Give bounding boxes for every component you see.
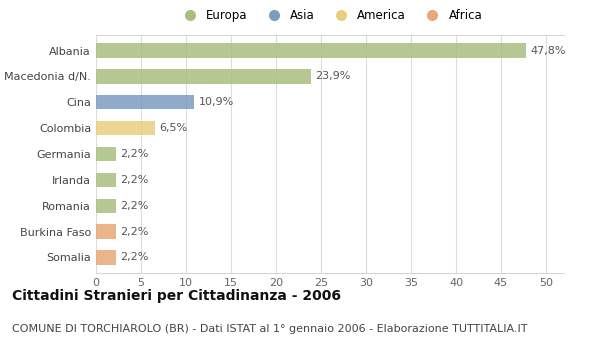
Bar	[96, 69, 311, 84]
Text: 2,2%: 2,2%	[120, 149, 149, 159]
Text: 2,2%: 2,2%	[120, 201, 149, 211]
Bar	[96, 250, 116, 265]
Bar	[96, 199, 116, 213]
Text: 2,2%: 2,2%	[120, 175, 149, 185]
Bar	[96, 121, 155, 135]
Text: COMUNE DI TORCHIAROLO (BR) - Dati ISTAT al 1° gennaio 2006 - Elaborazione TUTTIT: COMUNE DI TORCHIAROLO (BR) - Dati ISTAT …	[12, 324, 527, 334]
Text: 2,2%: 2,2%	[120, 252, 149, 262]
Text: 6,5%: 6,5%	[159, 123, 187, 133]
Text: Cittadini Stranieri per Cittadinanza - 2006: Cittadini Stranieri per Cittadinanza - 2…	[12, 289, 341, 303]
Bar	[96, 147, 116, 161]
Bar	[96, 224, 116, 239]
Legend: Europa, Asia, America, Africa: Europa, Asia, America, Africa	[175, 7, 485, 24]
Text: 47,8%: 47,8%	[531, 46, 566, 56]
Bar	[96, 95, 194, 109]
Bar	[96, 173, 116, 187]
Text: 23,9%: 23,9%	[316, 71, 351, 82]
Text: 2,2%: 2,2%	[120, 226, 149, 237]
Bar	[96, 43, 526, 58]
Text: 10,9%: 10,9%	[199, 97, 234, 107]
